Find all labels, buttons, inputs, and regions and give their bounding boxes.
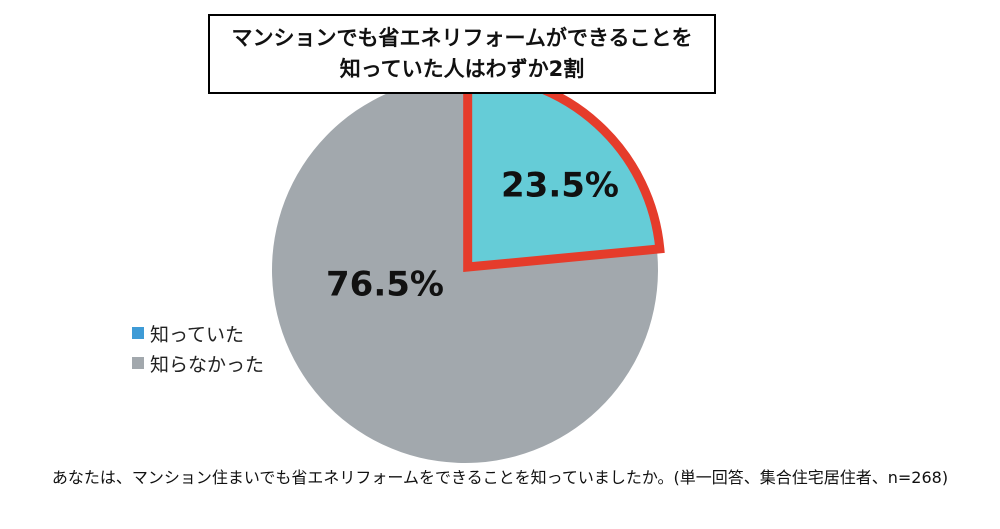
legend-label-known: 知っていた [150,323,245,346]
legend-item-known: 知っていた [132,318,264,348]
title-line-2: 知っていた人はわずか2割 [339,57,585,81]
title-line-1: マンションでも省エネリフォームができることを [231,26,693,50]
legend-swatch-known [132,327,144,339]
legend-item-not-known: 知らなかった [132,348,264,378]
survey-footnote: あなたは、マンション住まいでも省エネリフォームをできることを知っていましたか。(… [51,468,949,487]
label-known-pct: 23.5% [501,166,619,206]
legend: 知っていた 知らなかった [132,318,264,378]
label-not-known-pct: 76.5% [326,265,444,305]
legend-label-not-known: 知らなかった [150,353,265,376]
chart-title-box: マンションでも省エネリフォームができることを 知っていた人はわずか2割 [208,14,716,94]
legend-swatch-not-known [132,357,144,369]
